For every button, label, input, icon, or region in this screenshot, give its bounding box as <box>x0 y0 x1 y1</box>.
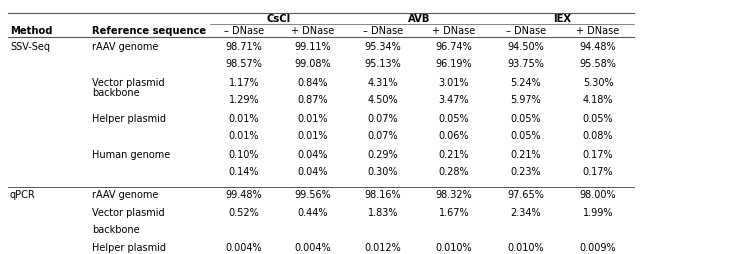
Text: Helper plasmid: Helper plasmid <box>92 242 166 252</box>
Text: 0.23%: 0.23% <box>511 166 542 176</box>
Text: 0.28%: 0.28% <box>439 166 470 176</box>
Text: IEX: IEX <box>553 14 571 24</box>
Text: + DNase: + DNase <box>291 26 335 36</box>
Text: – DNase: – DNase <box>224 26 264 36</box>
Text: 0.04%: 0.04% <box>298 149 328 159</box>
Text: 95.58%: 95.58% <box>580 59 616 69</box>
Text: 0.17%: 0.17% <box>583 166 613 176</box>
Text: 0.05%: 0.05% <box>583 114 613 123</box>
Text: 96.74%: 96.74% <box>436 42 473 52</box>
Text: 3.47%: 3.47% <box>439 95 470 105</box>
Text: 99.48%: 99.48% <box>225 189 262 199</box>
Text: 1.83%: 1.83% <box>368 207 398 217</box>
Text: backbone: backbone <box>92 224 139 234</box>
Text: 93.75%: 93.75% <box>508 59 545 69</box>
Text: Human genome: Human genome <box>92 149 170 159</box>
Text: 98.00%: 98.00% <box>580 189 616 199</box>
Text: – DNase: – DNase <box>363 26 403 36</box>
Text: 0.012%: 0.012% <box>365 242 401 252</box>
Text: CsCl: CsCl <box>267 14 291 24</box>
Text: 0.010%: 0.010% <box>436 242 473 252</box>
Text: 98.16%: 98.16% <box>365 189 401 199</box>
Text: backbone: backbone <box>92 88 139 98</box>
Text: AVB: AVB <box>407 14 430 24</box>
Text: 5.30%: 5.30% <box>583 78 613 88</box>
Text: 0.17%: 0.17% <box>583 149 613 159</box>
Text: 0.009%: 0.009% <box>580 242 616 252</box>
Text: – DNase: – DNase <box>506 26 546 36</box>
Text: 1.67%: 1.67% <box>439 207 470 217</box>
Text: 94.50%: 94.50% <box>508 42 545 52</box>
Text: 0.01%: 0.01% <box>298 131 328 140</box>
Text: 95.34%: 95.34% <box>365 42 401 52</box>
Text: 0.01%: 0.01% <box>298 114 328 123</box>
Text: 0.07%: 0.07% <box>368 131 398 140</box>
Text: rAAV genome: rAAV genome <box>92 189 158 199</box>
Text: 94.48%: 94.48% <box>580 42 616 52</box>
Text: 98.32%: 98.32% <box>436 189 473 199</box>
Text: SSV-Seq: SSV-Seq <box>10 42 50 52</box>
Text: 98.57%: 98.57% <box>225 59 262 69</box>
Text: 4.50%: 4.50% <box>368 95 398 105</box>
Text: 0.01%: 0.01% <box>228 114 259 123</box>
Text: 96.19%: 96.19% <box>436 59 473 69</box>
Text: 0.14%: 0.14% <box>228 166 259 176</box>
Text: 0.87%: 0.87% <box>297 95 328 105</box>
Text: 3.01%: 3.01% <box>439 78 470 88</box>
Text: 0.30%: 0.30% <box>368 166 398 176</box>
Text: Reference sequence: Reference sequence <box>92 26 206 36</box>
Text: 0.05%: 0.05% <box>511 114 542 123</box>
Text: qPCR: qPCR <box>10 189 36 199</box>
Text: 0.21%: 0.21% <box>439 149 470 159</box>
Text: 99.11%: 99.11% <box>294 42 331 52</box>
Text: 99.08%: 99.08% <box>294 59 331 69</box>
Text: 0.10%: 0.10% <box>228 149 259 159</box>
Text: 5.24%: 5.24% <box>511 78 542 88</box>
Text: 0.44%: 0.44% <box>298 207 328 217</box>
Text: 99.56%: 99.56% <box>294 189 331 199</box>
Text: 4.31%: 4.31% <box>368 78 398 88</box>
Text: 0.04%: 0.04% <box>298 166 328 176</box>
Text: + DNase: + DNase <box>577 26 619 36</box>
Text: 4.18%: 4.18% <box>583 95 613 105</box>
Text: Method: Method <box>10 26 52 36</box>
Text: 2.34%: 2.34% <box>511 207 542 217</box>
Text: 0.010%: 0.010% <box>508 242 545 252</box>
Text: 0.21%: 0.21% <box>511 149 542 159</box>
Text: 0.004%: 0.004% <box>294 242 331 252</box>
Text: 1.17%: 1.17% <box>228 78 259 88</box>
Text: 0.004%: 0.004% <box>225 242 262 252</box>
Text: rAAV genome: rAAV genome <box>92 42 158 52</box>
Text: 5.97%: 5.97% <box>511 95 542 105</box>
Text: 1.29%: 1.29% <box>228 95 259 105</box>
Text: Vector plasmid: Vector plasmid <box>92 207 165 217</box>
Text: 98.71%: 98.71% <box>225 42 262 52</box>
Text: Vector plasmid: Vector plasmid <box>92 78 165 88</box>
Text: 1.99%: 1.99% <box>583 207 613 217</box>
Text: 0.29%: 0.29% <box>368 149 398 159</box>
Text: 0.84%: 0.84% <box>298 78 328 88</box>
Text: 0.07%: 0.07% <box>368 114 398 123</box>
Text: 0.08%: 0.08% <box>583 131 613 140</box>
Text: Helper plasmid: Helper plasmid <box>92 114 166 123</box>
Text: 0.06%: 0.06% <box>439 131 470 140</box>
Text: 0.52%: 0.52% <box>228 207 259 217</box>
Text: 0.01%: 0.01% <box>228 131 259 140</box>
Text: 95.13%: 95.13% <box>365 59 401 69</box>
Text: 0.05%: 0.05% <box>511 131 542 140</box>
Text: 0.05%: 0.05% <box>439 114 470 123</box>
Text: + DNase: + DNase <box>432 26 476 36</box>
Text: 97.65%: 97.65% <box>508 189 545 199</box>
